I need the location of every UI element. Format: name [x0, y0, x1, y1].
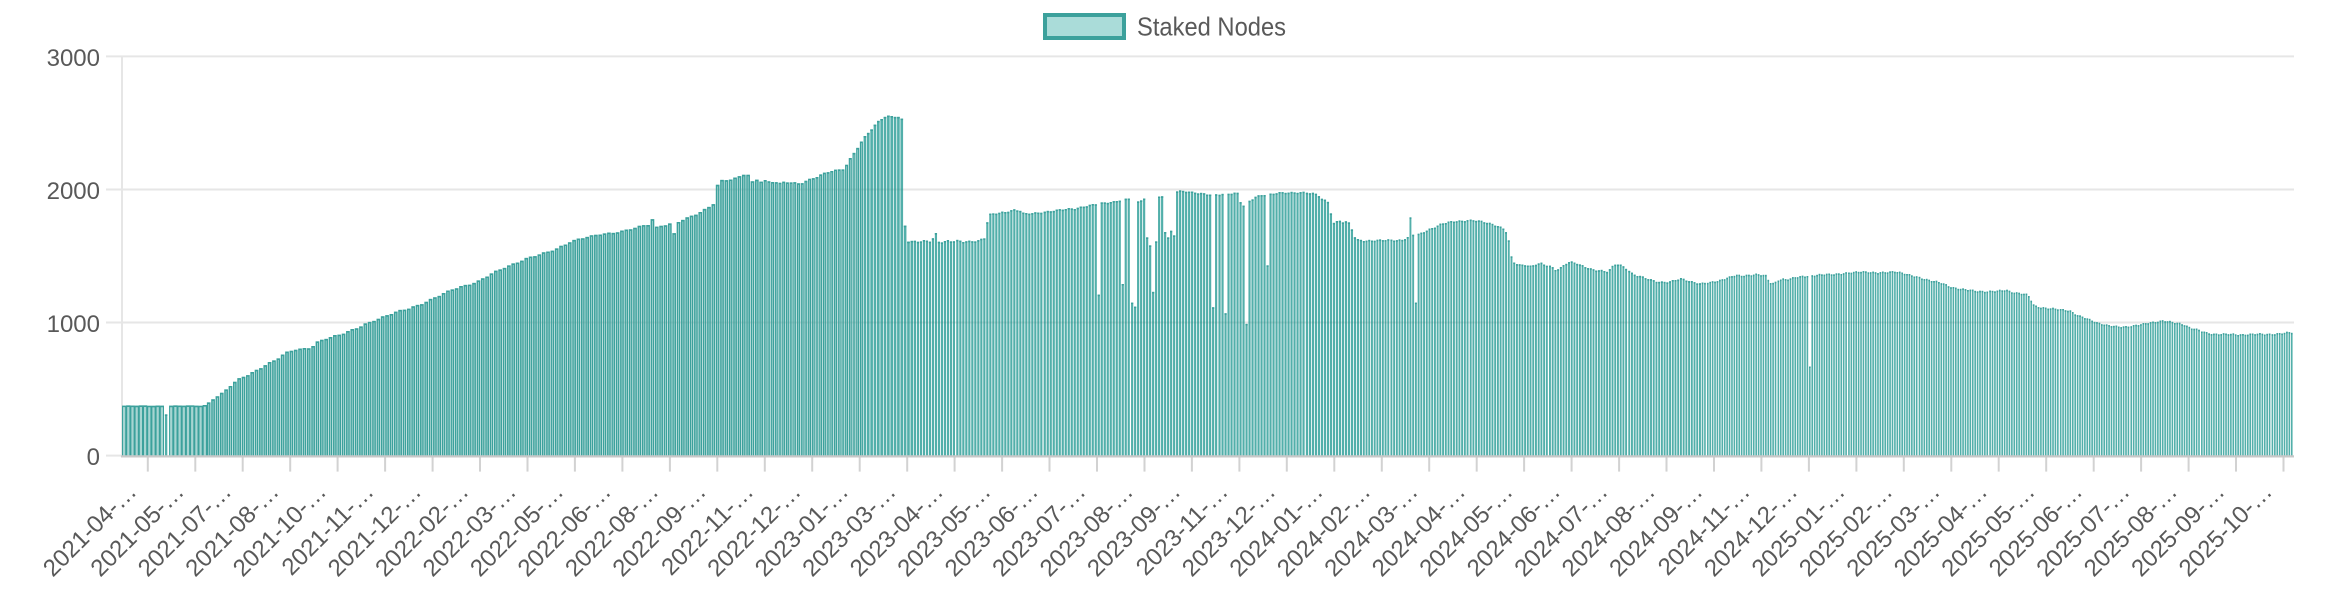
svg-text:2000: 2000 — [47, 178, 100, 205]
svg-text:Staked Nodes: Staked Nodes — [1137, 12, 1286, 42]
svg-text:1000: 1000 — [47, 311, 100, 338]
svg-text:0: 0 — [87, 444, 100, 471]
svg-text:3000: 3000 — [47, 45, 100, 72]
